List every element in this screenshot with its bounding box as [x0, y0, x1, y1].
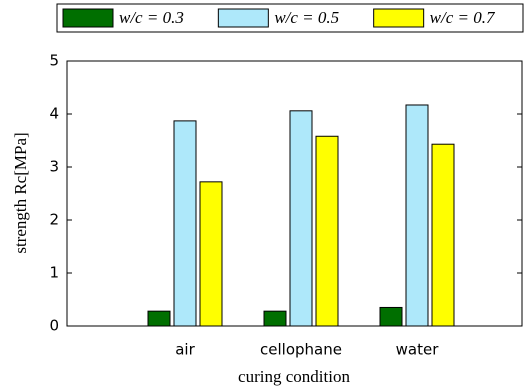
legend-swatch — [373, 8, 425, 28]
legend-box — [56, 3, 524, 33]
x-tick-label: water — [396, 341, 440, 359]
y-tick-label: 2 — [49, 211, 59, 229]
bar — [147, 310, 171, 327]
x-tick-label: cellophane — [260, 341, 342, 359]
y-axis-title: strength Rc[MPa] — [11, 132, 30, 253]
y-tick-label: 0 — [49, 317, 59, 335]
legend-label: w/c = 0.5 — [274, 8, 339, 27]
bar — [173, 120, 197, 327]
legend-label: w/c = 0.7 — [430, 8, 496, 27]
y-tick-label: 3 — [49, 158, 59, 176]
legend-label: w/c = 0.3 — [119, 8, 184, 27]
bar — [289, 110, 313, 327]
bar — [379, 306, 403, 327]
y-tick-label: 5 — [49, 52, 59, 70]
legend-swatch — [62, 8, 114, 28]
bar — [315, 135, 339, 327]
x-tick-label: air — [175, 341, 195, 359]
y-tick-label: 1 — [49, 264, 59, 282]
bar — [199, 181, 223, 327]
bar — [431, 143, 455, 327]
x-axis-title: curing condition — [238, 367, 350, 386]
bar — [263, 310, 287, 327]
y-tick-label: 4 — [49, 105, 59, 123]
legend-swatch — [217, 8, 269, 28]
bar — [405, 104, 429, 327]
